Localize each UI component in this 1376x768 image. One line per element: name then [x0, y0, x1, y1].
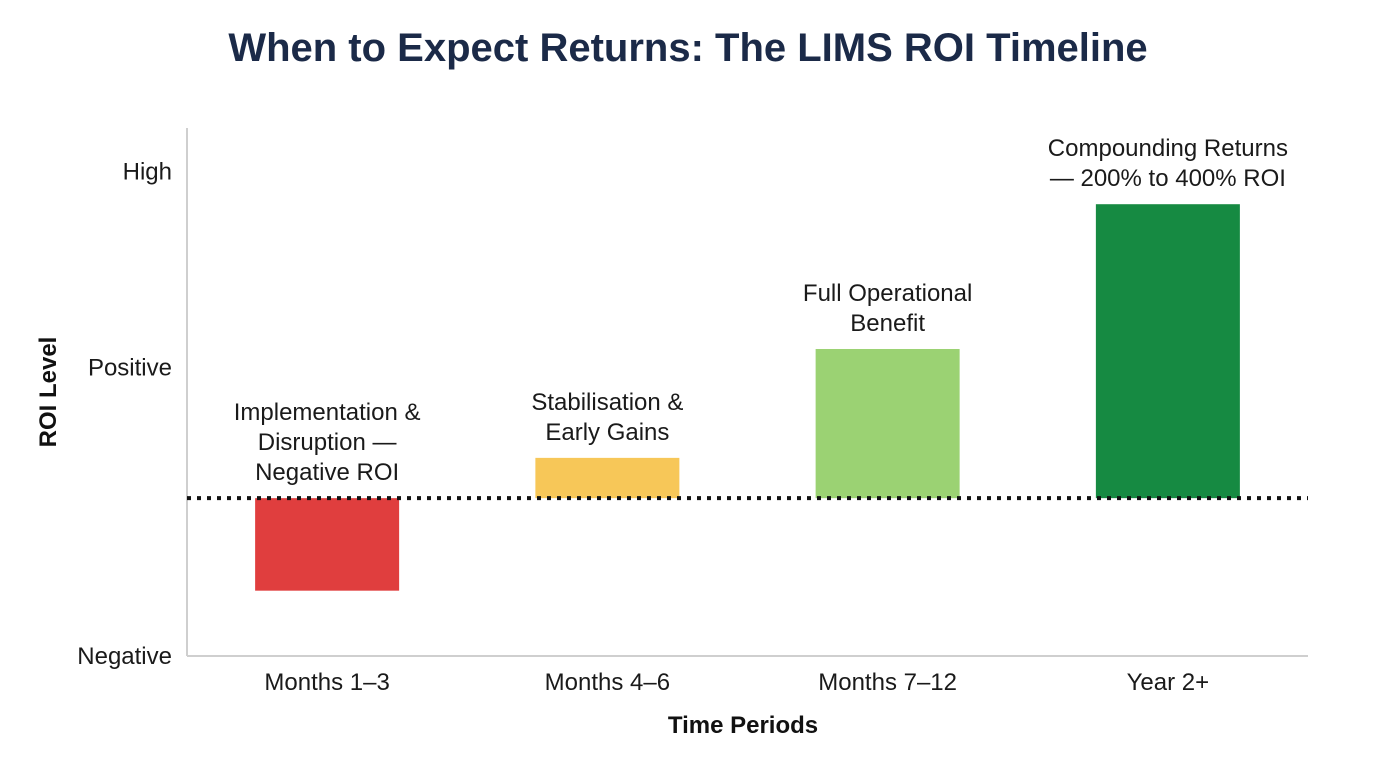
- bar-label-0-line-0: Implementation &: [234, 399, 421, 426]
- bar-label-1-line-0: Stabilisation &: [531, 389, 683, 416]
- bar-label-0-line-1: Disruption —: [258, 429, 397, 456]
- y-tick-label-1: Positive: [88, 355, 172, 382]
- bar-label-1-line-1: Early Gains: [545, 419, 669, 446]
- y-tick-label-0: High: [123, 159, 172, 186]
- x-tick-label-3: Year 2+: [1127, 669, 1210, 696]
- bar-3: [1095, 204, 1240, 499]
- y-tick-label-2: Negative: [77, 643, 172, 670]
- bar-label-2-line-1: Benefit: [850, 310, 925, 337]
- bar-label-0-line-2: Negative ROI: [255, 459, 399, 486]
- bar-label-3-line-1: — 200% to 400% ROI: [1050, 165, 1286, 192]
- chart-title: When to Expect Returns: The LIMS ROI Tim…: [228, 26, 1148, 70]
- bar-2: [815, 348, 960, 499]
- x-axis-title: Time Periods: [668, 712, 818, 739]
- x-tick-label-0: Months 1–3: [264, 669, 389, 696]
- bar-1: [535, 457, 680, 499]
- labels-layer: High Positive Negative Months 1–3 Implementa…: [77, 135, 1288, 696]
- bar-label-3-line-0: Compounding Returns: [1048, 135, 1288, 162]
- y-axis-title: ROI Level: [35, 337, 62, 448]
- x-tick-label-2: Months 7–12: [818, 669, 957, 696]
- bar-label-2-line-0: Full Operational: [803, 280, 972, 307]
- bars-layer: [255, 204, 1240, 591]
- bar-0: [255, 498, 400, 591]
- x-tick-label-1: Months 4–6: [545, 669, 670, 696]
